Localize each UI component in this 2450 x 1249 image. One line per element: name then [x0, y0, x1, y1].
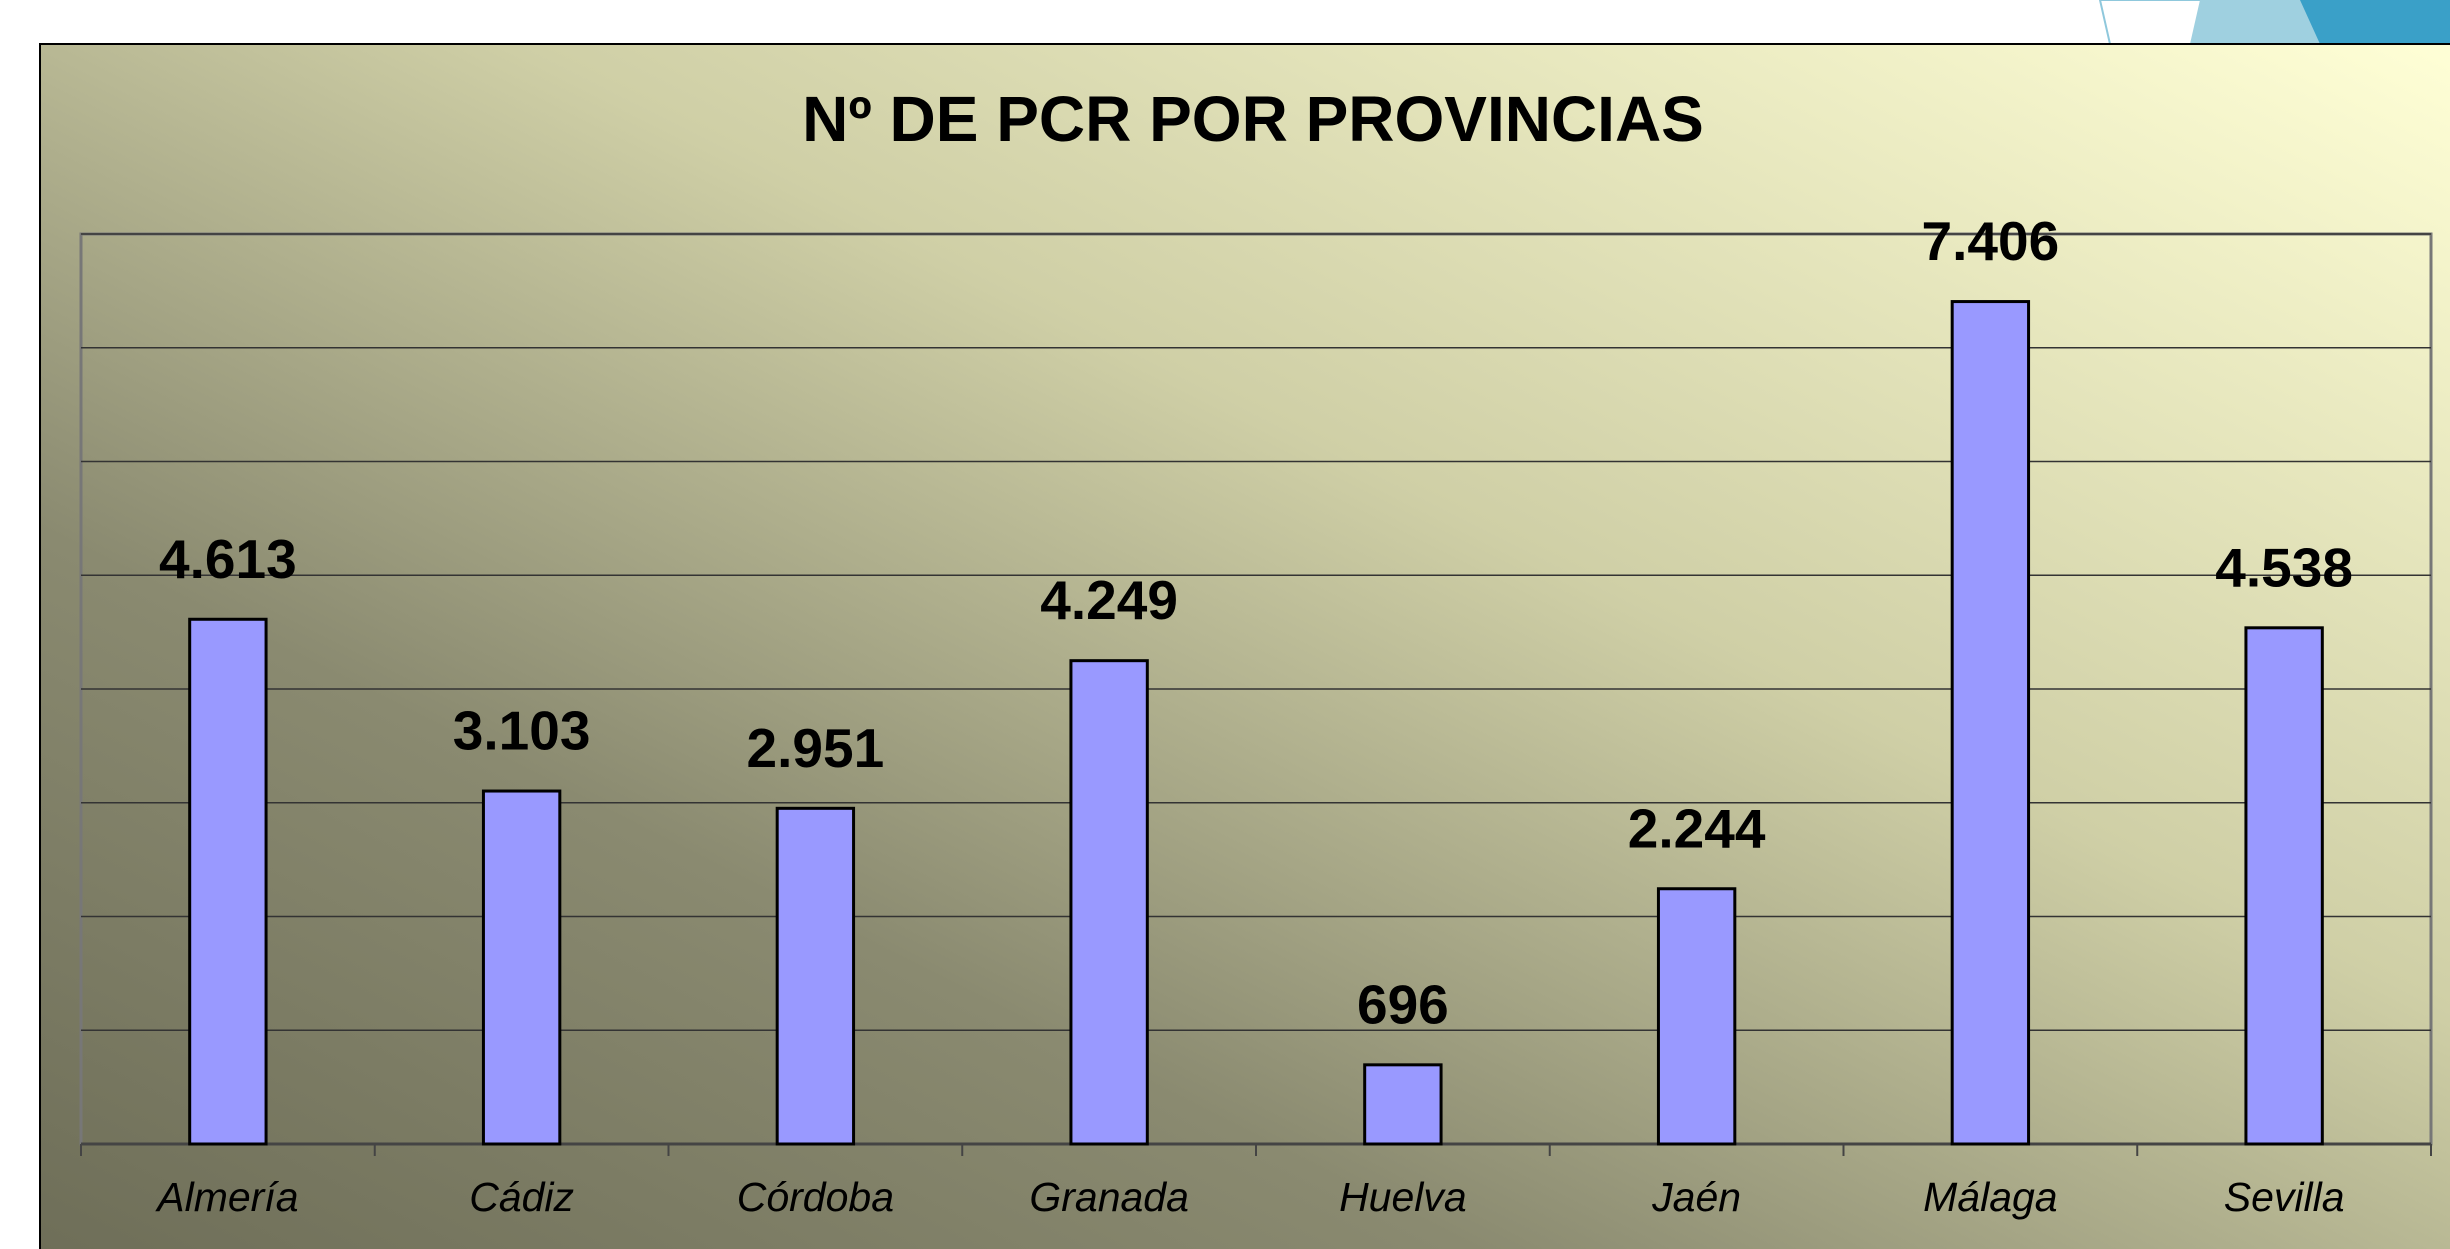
x-tick-label: Huelva — [1339, 1174, 1467, 1220]
x-tick-label: Cádiz — [469, 1174, 574, 1220]
bar — [1069, 659, 1149, 1146]
x-tick-label: Málaga — [1923, 1174, 2057, 1220]
bar — [1363, 1063, 1443, 1146]
x-tick-label: Jaén — [1651, 1174, 1741, 1220]
decoration — [2300, 0, 2450, 44]
chart-title: Nº DE PCR POR PROVINCIAS — [802, 83, 1704, 155]
x-tick-label: Almería — [154, 1174, 298, 1220]
value-label: 4.613 — [159, 528, 297, 590]
bar — [1950, 300, 2031, 1146]
bar — [1656, 887, 1737, 1146]
x-tick-label: Granada — [1029, 1174, 1189, 1220]
bar — [481, 789, 562, 1146]
x-tick-label: Córdoba — [737, 1174, 894, 1220]
value-label: 2.951 — [747, 717, 885, 779]
bar — [188, 617, 268, 1146]
value-label: 4.538 — [2215, 536, 2353, 598]
value-label: 2.244 — [1628, 797, 1766, 859]
value-label: 4.249 — [1040, 569, 1178, 631]
chart-frame — [39, 43, 2450, 1249]
bar — [2244, 626, 2324, 1146]
value-label: 696 — [1357, 973, 1449, 1035]
value-label: 3.103 — [453, 700, 591, 762]
x-tick-label: Sevilla — [2224, 1174, 2345, 1220]
bar — [775, 806, 856, 1146]
value-label: 7.406 — [1922, 210, 2060, 272]
